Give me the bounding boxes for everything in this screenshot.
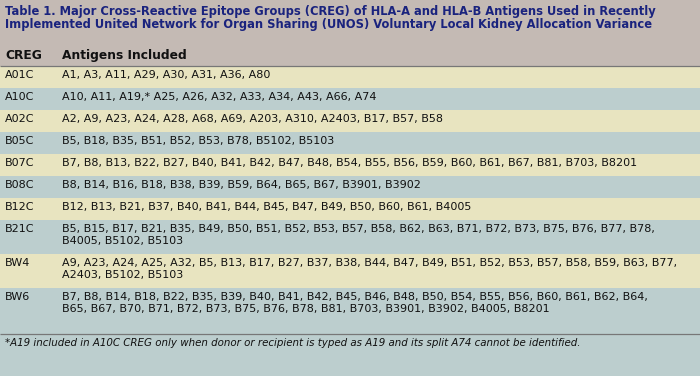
Text: B21C: B21C [5,224,34,234]
Bar [0,66,700,88]
Bar [0,132,700,154]
Bar [0,88,700,110]
Text: A10, A11, A19,* A25, A26, A32, A33, A34, A43, A66, A74: A10, A11, A19,* A25, A26, A32, A33, A34,… [62,92,377,102]
Text: B07C: B07C [5,158,34,168]
Text: *A19 included in A10C CREG only when donor or recipient is typed as A19 and its : *A19 included in A10C CREG only when don… [5,338,580,348]
Text: BW6: BW6 [5,292,30,302]
Text: A1, A3, A11, A29, A30, A31, A36, A80: A1, A3, A11, A29, A30, A31, A36, A80 [62,70,270,80]
Text: A01C: A01C [5,70,34,80]
Text: Antigens Included: Antigens Included [62,49,187,62]
Text: B08C: B08C [5,180,34,190]
Text: A10C: A10C [5,92,34,102]
Bar [0,0,700,44]
Text: B5, B15, B17, B21, B35, B49, B50, B51, B52, B53, B57, B58, B62, B63, B71, B72, B: B5, B15, B17, B21, B35, B49, B50, B51, B… [62,224,655,246]
Bar [0,198,700,220]
Bar [0,176,700,198]
Text: B5, B18, B35, B51, B52, B53, B78, B5102, B5103: B5, B18, B35, B51, B52, B53, B78, B5102,… [62,136,335,146]
Text: A02C: A02C [5,114,34,124]
Text: B12, B13, B21, B37, B40, B41, B44, B45, B47, B49, B50, B60, B61, B4005: B12, B13, B21, B37, B40, B41, B44, B45, … [62,202,471,212]
Text: B7, B8, B13, B22, B27, B40, B41, B42, B47, B48, B54, B55, B56, B59, B60, B61, B6: B7, B8, B13, B22, B27, B40, B41, B42, B4… [62,158,637,168]
Bar [0,254,700,288]
Text: B12C: B12C [5,202,34,212]
Text: B7, B8, B14, B18, B22, B35, B39, B40, B41, B42, B45, B46, B48, B50, B54, B55, B5: B7, B8, B14, B18, B22, B35, B39, B40, B4… [62,292,648,314]
Bar [0,154,700,176]
Text: B05C: B05C [5,136,34,146]
Bar [0,110,700,132]
Text: BW4: BW4 [5,258,30,268]
Text: B8, B14, B16, B18, B38, B39, B59, B64, B65, B67, B3901, B3902: B8, B14, B16, B18, B38, B39, B59, B64, B… [62,180,421,190]
Text: CREG: CREG [5,49,42,62]
Text: Implemented United Network for Organ Sharing (UNOS) Voluntary Local Kidney Alloc: Implemented United Network for Organ Sha… [5,18,652,31]
Bar [0,288,700,334]
Bar [0,334,700,376]
Text: A9, A23, A24, A25, A32, B5, B13, B17, B27, B37, B38, B44, B47, B49, B51, B52, B5: A9, A23, A24, A25, A32, B5, B13, B17, B2… [62,258,677,280]
Text: Table 1. Major Cross-Reactive Epitope Groups (CREG) of HLA-A and HLA-B Antigens : Table 1. Major Cross-Reactive Epitope Gr… [5,5,656,18]
Bar [0,220,700,254]
Bar [0,44,700,66]
Text: A2, A9, A23, A24, A28, A68, A69, A203, A310, A2403, B17, B57, B58: A2, A9, A23, A24, A28, A68, A69, A203, A… [62,114,443,124]
